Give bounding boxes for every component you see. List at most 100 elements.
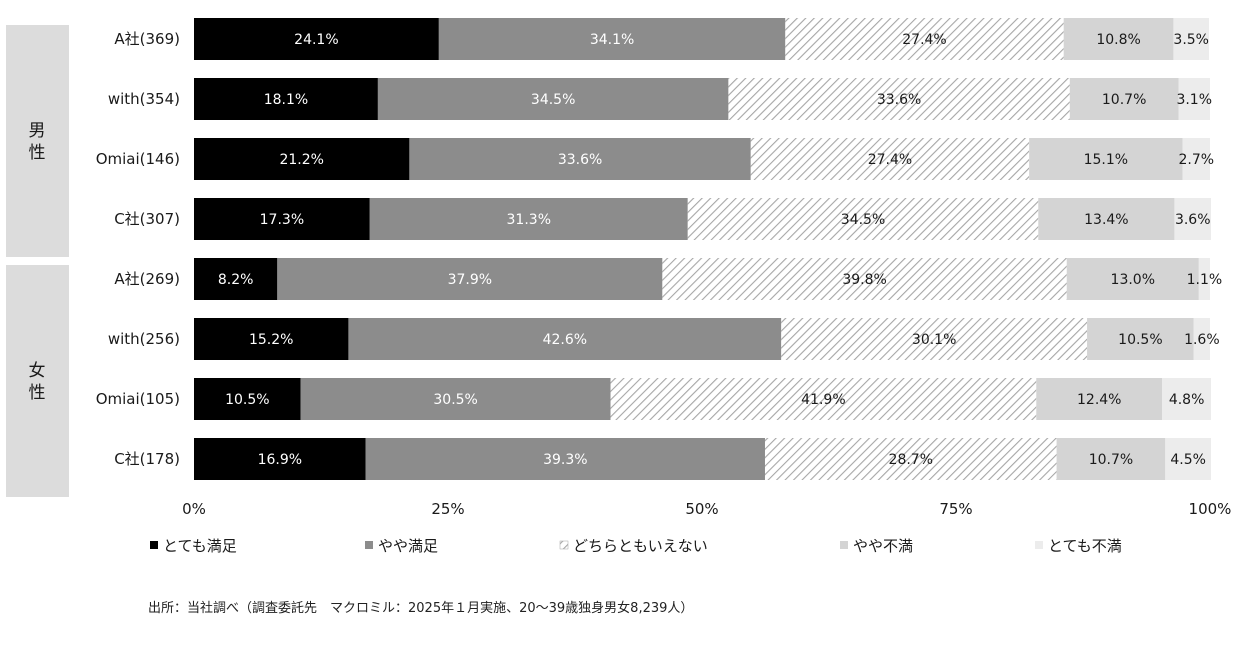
bar-segment [194,438,366,480]
x-tick-label: 75% [939,500,972,518]
category-label: C社(178) [114,450,180,468]
bar-segment [687,198,1039,240]
data-label: 1.6% [1184,332,1220,348]
bar-segment [750,138,1030,180]
legend-label: やや不満 [853,537,913,555]
category-label: A社(269) [114,270,180,288]
bar-segment [728,78,1070,120]
bar-segment [348,318,782,360]
group-label: 性 [29,143,46,163]
data-label: 2.7% [1178,152,1214,168]
data-label: 21.2% [279,152,323,168]
bar-segment [194,138,410,180]
bar-segment [764,438,1057,480]
legend-swatch [150,541,158,549]
bar-segment [1087,318,1194,360]
group-label: 性 [29,383,46,403]
data-label: 37.9% [448,272,492,288]
bar-segment [1029,138,1183,180]
legend-swatch [840,541,848,549]
bar-segment [194,378,301,420]
bar-segment [365,438,765,480]
data-label: 13.4% [1084,212,1128,228]
data-label: 41.9% [801,392,845,408]
legend-label: どちらともいえない [573,537,708,555]
data-label: 33.6% [877,92,921,108]
bar-segment [1198,258,1210,300]
legend-label: とても不満 [1048,537,1122,555]
legend-label: やや満足 [378,537,438,555]
bar-segment [194,258,278,300]
bar-segment [1038,198,1175,240]
data-label: 42.6% [543,332,587,348]
legend-label: とても満足 [163,537,237,555]
data-label: 3.5% [1173,32,1209,48]
bar-segment [1165,438,1212,480]
data-label: 17.3% [260,212,304,228]
group-panel [6,25,69,257]
data-label: 34.5% [531,92,575,108]
data-label: 10.8% [1096,32,1140,48]
category-label: C社(307) [114,210,180,228]
legend-swatch [365,541,373,549]
bar-segment [785,18,1064,60]
data-label: 30.5% [433,392,477,408]
data-label: 24.1% [294,32,338,48]
x-tick-label: 25% [431,500,464,518]
category-label: Omiai(146) [96,150,180,168]
data-label: 4.8% [1169,392,1205,408]
data-label: 15.2% [249,332,293,348]
data-label: 12.4% [1077,392,1121,408]
category-label: A社(369) [114,30,180,48]
bar-segment [1174,198,1212,240]
category-label: with(354) [108,90,180,108]
group-label: 男 [29,121,46,141]
data-label: 13.0% [1111,272,1155,288]
bar-segment [194,78,378,120]
bar-segment [610,378,1037,420]
data-label: 8.2% [218,272,254,288]
bar-segment [409,138,751,180]
data-label: 39.3% [543,452,587,468]
legend-swatch [1035,541,1043,549]
data-label: 34.1% [590,32,634,48]
bar-segment [1069,78,1179,120]
bar-segment [194,198,370,240]
group-label: 女 [29,361,46,381]
x-tick-label: 100% [1189,500,1232,518]
data-label: 27.4% [868,152,912,168]
bar-segment [194,318,349,360]
bar-segment [662,258,1067,300]
data-label: 39.8% [842,272,886,288]
bar-segment [1173,18,1209,60]
data-label: 34.5% [841,212,885,228]
bar-segment [1182,138,1210,180]
bar-segment [277,258,663,300]
data-label: 28.7% [889,452,933,468]
data-label: 4.5% [1170,452,1206,468]
bar-segment [1036,378,1163,420]
bar-segment [1162,378,1212,420]
data-label: 30.1% [912,332,956,348]
bar-segment [369,198,688,240]
source-note: 出所：当社調べ（調査委託先 マクロミル：2025年１月実施、20～39歳独身男女… [148,601,694,616]
category-label: Omiai(105) [96,390,180,408]
legend-swatch [559,540,569,550]
category-label: with(256) [108,330,180,348]
bar-segment [194,18,439,60]
bar-segment [300,378,611,420]
data-label: 10.7% [1102,92,1146,108]
group-panel [6,265,69,497]
data-label: 1.1% [1187,272,1223,288]
data-label: 3.1% [1176,92,1212,108]
data-label: 16.9% [258,452,302,468]
bar-segment [1063,18,1174,60]
bar-segment [1178,78,1210,120]
data-label: 10.7% [1089,452,1133,468]
x-tick-label: 0% [182,500,206,518]
data-label: 15.1% [1084,152,1128,168]
data-label: 27.4% [902,32,946,48]
data-label: 18.1% [264,92,308,108]
bar-segment [1193,318,1210,360]
